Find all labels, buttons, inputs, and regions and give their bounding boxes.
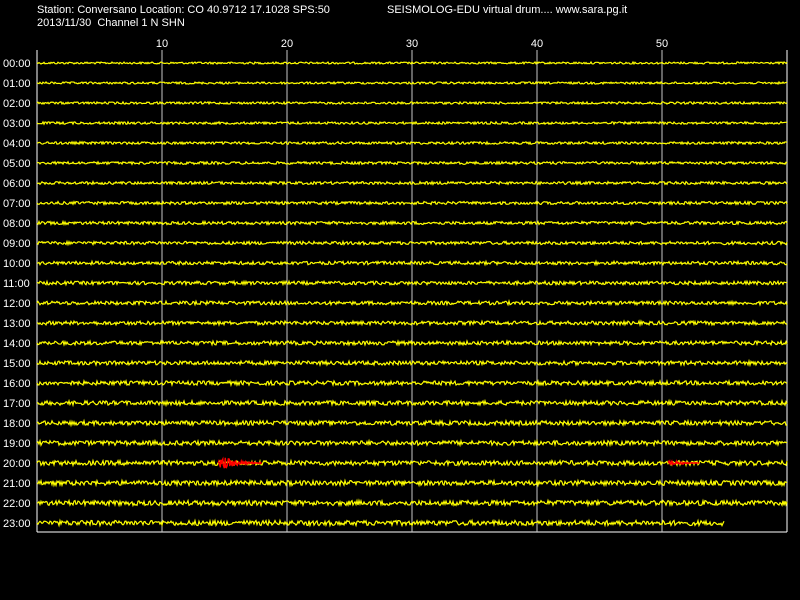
- trace-2100: [36, 478, 788, 488]
- hour-label: 19:00: [3, 438, 31, 450]
- hour-label: 13:00: [3, 318, 31, 330]
- event-burst: [667, 458, 700, 467]
- hour-label: 07:00: [3, 198, 31, 210]
- hour-label: 20:00: [3, 458, 31, 470]
- hour-label: 16:00: [3, 378, 31, 390]
- station-info: Station: Conversano Location: CO 40.9712…: [37, 4, 330, 16]
- date-channel-info: 2013/11/30 Channel 1 N SHN: [37, 17, 185, 29]
- hour-label: 14:00: [3, 338, 31, 350]
- hour-label: 21:00: [3, 478, 31, 490]
- trace-0800: [36, 219, 788, 227]
- hour-label: 10:00: [3, 258, 31, 270]
- trace-0900: [36, 239, 788, 247]
- hour-label: 00:00: [3, 58, 31, 70]
- trace-1500: [36, 358, 788, 368]
- hour-label: 22:00: [3, 498, 31, 510]
- hour-label: 09:00: [3, 238, 31, 250]
- hour-label: 12:00: [3, 298, 31, 310]
- trace-1400: [36, 339, 788, 347]
- trace-2000: [36, 458, 788, 468]
- minute-tick-label: 40: [531, 38, 543, 50]
- trace-0400: [36, 140, 788, 146]
- minute-tick-label: 50: [656, 38, 668, 50]
- hour-label: 11:00: [3, 278, 30, 290]
- minute-tick-label: 10: [156, 38, 168, 50]
- hour-label: 18:00: [3, 418, 31, 430]
- trace-1200: [36, 299, 788, 307]
- minute-tick-label: 20: [281, 38, 293, 50]
- trace-0700: [36, 200, 788, 207]
- hour-label: 02:00: [3, 98, 31, 110]
- trace-0600: [36, 179, 788, 187]
- trace-2200: [36, 498, 788, 508]
- hour-label: 17:00: [3, 398, 31, 410]
- hour-label: 06:00: [3, 178, 31, 190]
- trace-0000: [36, 60, 788, 66]
- trace-0300: [36, 120, 788, 126]
- trace-2300: [36, 518, 725, 528]
- trace-1000: [36, 259, 788, 267]
- hour-label: 04:00: [3, 138, 31, 150]
- hour-label: 01:00: [3, 78, 31, 90]
- event-burst: [217, 456, 263, 469]
- trace-1600: [36, 378, 788, 388]
- hour-label: 08:00: [3, 218, 31, 230]
- trace-1700: [36, 398, 788, 408]
- trace-0200: [36, 100, 788, 106]
- trace-1100: [36, 279, 788, 287]
- trace-1900: [36, 438, 788, 448]
- drum-title: SEISMOLOG-EDU virtual drum.... www.sara.…: [387, 4, 628, 16]
- trace-1800: [36, 418, 788, 428]
- hour-label: 03:00: [3, 118, 31, 130]
- minute-tick-label: 30: [406, 38, 418, 50]
- hour-label: 15:00: [3, 358, 31, 370]
- trace-0500: [36, 160, 788, 166]
- trace-0100: [36, 80, 788, 86]
- hour-label: 05:00: [3, 158, 31, 170]
- trace-1300: [36, 319, 788, 328]
- hour-label: 23:00: [3, 518, 31, 530]
